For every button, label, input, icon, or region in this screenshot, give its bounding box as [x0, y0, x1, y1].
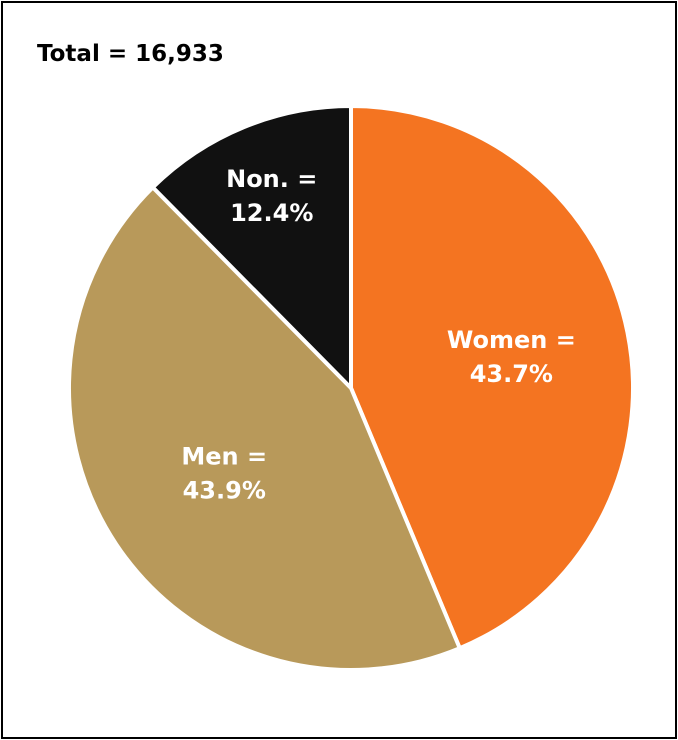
chart-title: Total = 16,933 [37, 41, 224, 67]
pie-slice-non [150, 104, 353, 390]
pie-slice-men [67, 185, 462, 672]
pie-label-women: Women = 43.7% [447, 326, 576, 388]
pie-slice-women [349, 104, 636, 651]
pie-label-men: Men = 43.9% [181, 442, 267, 504]
pie-label-non: Non. = 12.4% [226, 165, 317, 227]
